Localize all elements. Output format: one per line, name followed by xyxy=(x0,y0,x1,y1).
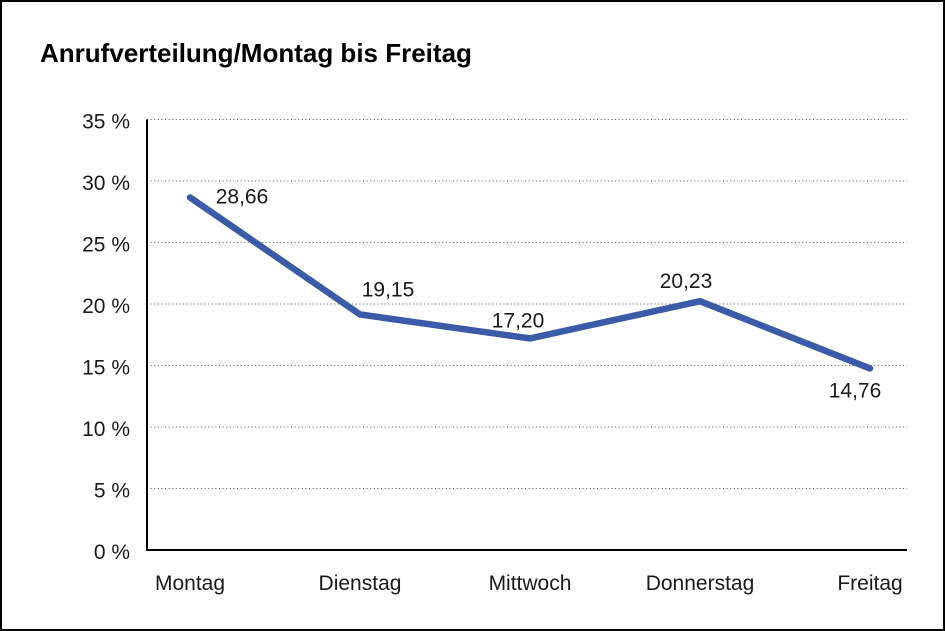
y-tick-label: 15 % xyxy=(82,357,130,380)
data-point-label: 28,66 xyxy=(216,185,269,208)
data-point-label: 17,20 xyxy=(492,309,545,332)
x-category-label: Mittwoch xyxy=(489,572,572,595)
y-tick-label: 5 % xyxy=(94,480,130,503)
y-tick-label: 20 % xyxy=(82,295,130,318)
x-category-label: Montag xyxy=(155,572,225,595)
y-tick-label: 25 % xyxy=(82,234,130,257)
chart-title: Anrufverteilung/Montag bis Freitag xyxy=(40,38,472,68)
x-category-label: Donnerstag xyxy=(646,572,755,595)
x-category-label: Dienstag xyxy=(319,572,402,595)
y-tick-label: 0 % xyxy=(94,541,130,564)
y-tick-label: 30 % xyxy=(82,172,130,195)
data-point-label: 14,76 xyxy=(829,379,882,402)
y-tick-label: 35 % xyxy=(82,111,130,134)
data-line xyxy=(186,194,874,372)
y-tick-label: 10 % xyxy=(82,418,130,441)
data-point-label: 20,23 xyxy=(660,270,713,293)
data-point-label: 19,15 xyxy=(362,278,415,301)
x-category-label: Freitag xyxy=(837,572,902,595)
